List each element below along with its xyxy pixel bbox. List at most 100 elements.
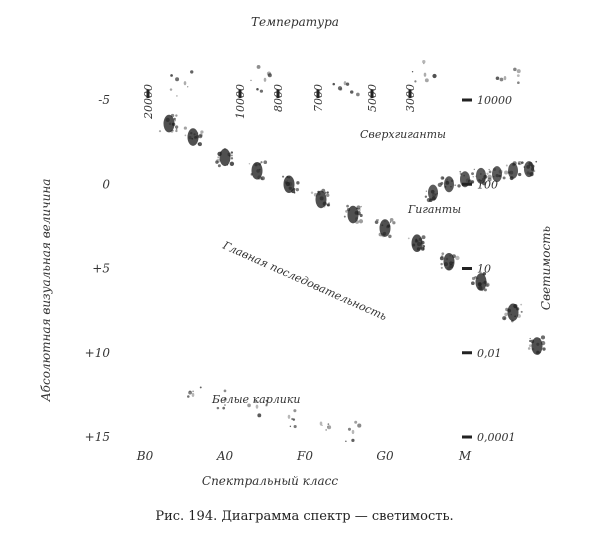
annotation-white-dwarfs: Белые карлики bbox=[211, 393, 300, 406]
star-scatter-dot bbox=[425, 190, 428, 192]
star-scatter-dot bbox=[516, 74, 520, 78]
star-scatter-dot bbox=[322, 201, 327, 206]
star-scatter-dot bbox=[326, 191, 329, 194]
star-scatter-dot bbox=[357, 423, 362, 428]
star-scatter-dot bbox=[250, 79, 252, 82]
star-scatter-dot bbox=[258, 162, 262, 166]
star-point bbox=[343, 81, 347, 86]
star-scatter-dot bbox=[518, 162, 521, 165]
star-scatter-dot bbox=[414, 239, 418, 243]
star-scatter-dot bbox=[260, 161, 263, 164]
star-point bbox=[223, 397, 227, 403]
star-scatter-dot bbox=[471, 172, 474, 176]
star-point bbox=[319, 421, 323, 426]
annotation-supergiants: Сверхгиганты bbox=[360, 128, 446, 141]
star-scatter-dot bbox=[450, 186, 452, 188]
star-scatter-dot bbox=[533, 170, 536, 172]
star-scatter-dot bbox=[253, 400, 257, 404]
star-scatter-dot bbox=[265, 399, 268, 402]
star-scatter-dot bbox=[387, 224, 391, 228]
luminosity-tick-mark bbox=[462, 267, 472, 270]
star-scatter-dot bbox=[356, 207, 358, 210]
star-scatter-dot bbox=[445, 257, 449, 261]
star-scatter-dot bbox=[343, 215, 346, 218]
star-scatter-dot bbox=[528, 161, 533, 166]
star-scatter-dot bbox=[431, 196, 436, 201]
star-scatter-dot bbox=[217, 156, 219, 158]
star-scatter-dot bbox=[345, 440, 347, 442]
star-scatter-dot bbox=[257, 413, 262, 418]
star-scatter-dot bbox=[198, 134, 203, 139]
star-scatter-dot bbox=[256, 65, 261, 69]
spectral-class-label: A0 bbox=[216, 449, 234, 463]
star-scatter-dot bbox=[217, 151, 222, 157]
star-scatter-dot bbox=[319, 196, 324, 201]
star-scatter-dot bbox=[217, 164, 221, 168]
star-scatter-dot bbox=[463, 174, 465, 177]
star-point bbox=[263, 77, 267, 82]
star-scatter-dot bbox=[291, 189, 296, 194]
x-axis-label: Спектральный класс bbox=[202, 474, 338, 488]
star-scatter-dot bbox=[430, 189, 435, 194]
star-scatter-dot bbox=[359, 213, 363, 217]
luminosity-tick-label: 0,0001 bbox=[477, 431, 516, 444]
star-scatter-dot bbox=[384, 220, 386, 222]
luminosity-tick-label: 10000 bbox=[477, 94, 512, 107]
star-scatter-dot bbox=[171, 122, 176, 127]
star-scatter-dot bbox=[441, 252, 445, 256]
star-scatter-dot bbox=[495, 174, 499, 178]
star-scatter-dot bbox=[200, 130, 204, 134]
magnitude-ticks: -5 0 +5 +10 +15 bbox=[85, 93, 111, 444]
star-scatter-dot bbox=[481, 177, 486, 182]
top-axis-label: Температура bbox=[251, 15, 339, 29]
star-scatter-dot bbox=[345, 82, 350, 86]
star-scatter-dot bbox=[257, 177, 260, 180]
star-scatter-dot bbox=[485, 282, 490, 287]
star-scatter-dot bbox=[454, 184, 457, 187]
star-scatter-dot bbox=[450, 179, 454, 183]
star-scatter-dot bbox=[440, 266, 443, 269]
star-scatter-dot bbox=[313, 192, 318, 197]
star-scatter-dot bbox=[289, 425, 292, 428]
y-axis-label: Абсолютная визуальная величина bbox=[39, 179, 53, 403]
star-scatter-dot bbox=[254, 163, 258, 167]
star-scatter-dot bbox=[457, 184, 461, 188]
star-scatter-dot bbox=[527, 347, 531, 350]
luminosity-tick-label: 0,01 bbox=[477, 347, 502, 360]
star-scatter-dot bbox=[194, 135, 197, 139]
star-scatter-dot bbox=[226, 164, 229, 166]
star-scatter-dot bbox=[498, 174, 502, 178]
star-scatter-dot bbox=[295, 188, 299, 192]
annotation-giants: Гиганты bbox=[407, 203, 461, 216]
star-scatter-dot bbox=[293, 424, 297, 429]
star-scatter-dot bbox=[346, 208, 351, 212]
star-scatter-dot bbox=[476, 277, 479, 279]
star-scatter-dot bbox=[531, 347, 535, 351]
star-scatter-dot bbox=[326, 193, 330, 197]
right-axis-label: Светимость bbox=[539, 226, 553, 310]
star-scatter-dot bbox=[216, 406, 220, 410]
star-scatter-dot bbox=[223, 389, 227, 393]
magnitude-tick-label: 0 bbox=[102, 177, 110, 191]
star-scatter-dot bbox=[509, 170, 514, 175]
star-scatter-dot bbox=[513, 67, 517, 72]
star-scatter-dot bbox=[435, 193, 437, 196]
star-scatter-dot bbox=[337, 86, 343, 91]
spectral-class-label: G0 bbox=[376, 449, 394, 463]
star-scatter-dot bbox=[345, 210, 348, 213]
star-scatter-dot bbox=[377, 219, 379, 221]
star-scatter-dot bbox=[355, 217, 359, 221]
star-scatter-dot bbox=[354, 420, 358, 424]
star-scatter-dot bbox=[424, 195, 428, 198]
star-scatter-dot bbox=[459, 170, 462, 173]
star-scatter-dot bbox=[473, 168, 475, 171]
star-scatter-dot bbox=[440, 262, 443, 266]
star-scatter-dot bbox=[324, 191, 327, 194]
star-scatter-dot bbox=[282, 175, 285, 178]
star-scatter-dot bbox=[502, 176, 506, 180]
star-scatter-dot bbox=[452, 254, 456, 258]
star-scatter-dot bbox=[492, 167, 497, 172]
star-scatter-dot bbox=[418, 237, 423, 242]
star-point bbox=[251, 161, 263, 180]
